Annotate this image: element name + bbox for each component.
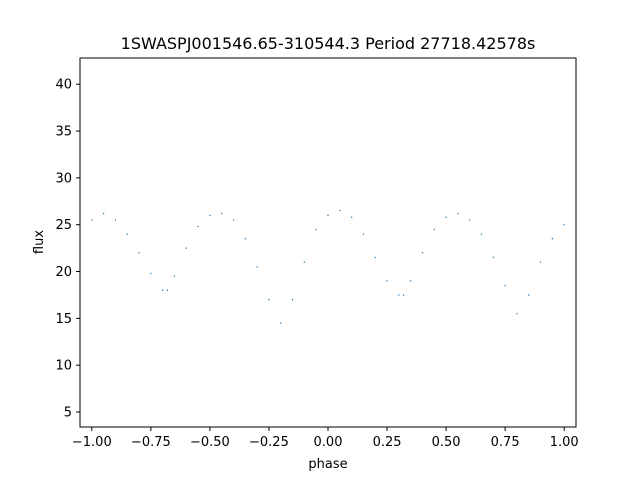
data-point [221,212,223,215]
data-point [256,266,258,268]
data-point [114,219,117,221]
data-point [209,214,211,217]
data-point [551,238,554,240]
x-tick-label: −0.75 [131,435,171,450]
data-point [350,216,353,218]
data-point [409,280,412,282]
x-tick-label: 1.00 [550,435,579,450]
y-axis-label: flux [32,230,47,254]
data-point [91,219,93,221]
y-tick-label: 30 [55,171,72,186]
x-tick-label: 0.75 [491,435,520,450]
data-point [445,216,447,218]
y-tick-label: 40 [55,78,72,93]
x-tick-label: −0.50 [190,435,230,450]
data-point [516,312,518,315]
y-tick-label: 15 [55,312,72,327]
data-point [362,233,365,235]
chart-title: 1SWASPJ001546.65-310544.3 Period 27718.4… [121,34,536,53]
data-point [504,284,506,287]
x-axis: −1.00 −0.75 −0.50 −0.25 0.00 0.25 0.50 0.75 1.00 [72,427,579,450]
data-point [433,228,435,231]
data-point [315,228,317,231]
data-point [244,238,247,240]
data-point [457,212,459,215]
data-point [492,256,495,259]
x-tick-label: −1.00 [72,435,112,450]
data-point [232,219,235,221]
data-point [166,289,169,291]
data-point [469,219,471,221]
data-point [339,209,341,212]
y-tick-label: 5 [64,406,72,421]
data-point [126,233,128,235]
x-tick-label: 0.25 [373,435,402,450]
data-point [185,247,187,249]
data-point [539,261,542,263]
data-point [138,252,140,254]
data-point [327,214,329,217]
data-point [161,289,164,291]
x-tick-label: 0.50 [432,435,461,450]
data-point [421,252,424,254]
data-point [280,322,282,324]
y-tick-label: 10 [55,359,72,374]
data-point [374,256,376,259]
scatter-points [91,209,565,324]
data-point [528,294,530,296]
x-tick-label: 0.00 [314,435,343,450]
data-point [150,272,152,275]
data-point [197,225,199,228]
data-point [398,294,400,296]
data-point [173,275,176,277]
x-axis-label: phase [308,457,347,472]
x-tick-label: −0.25 [249,435,289,450]
y-axis: 5 10 15 20 25 30 35 40 [55,78,80,421]
data-point [402,294,405,296]
data-point [303,261,306,263]
y-tick-label: 35 [55,125,72,140]
data-point [102,212,105,215]
data-point [386,280,388,282]
plot-area-frame [79,57,577,428]
data-point [291,298,294,301]
y-tick-label: 25 [55,218,72,233]
data-point [268,298,270,301]
data-point [563,224,565,226]
y-tick-label: 20 [55,265,72,280]
data-point [480,233,483,235]
